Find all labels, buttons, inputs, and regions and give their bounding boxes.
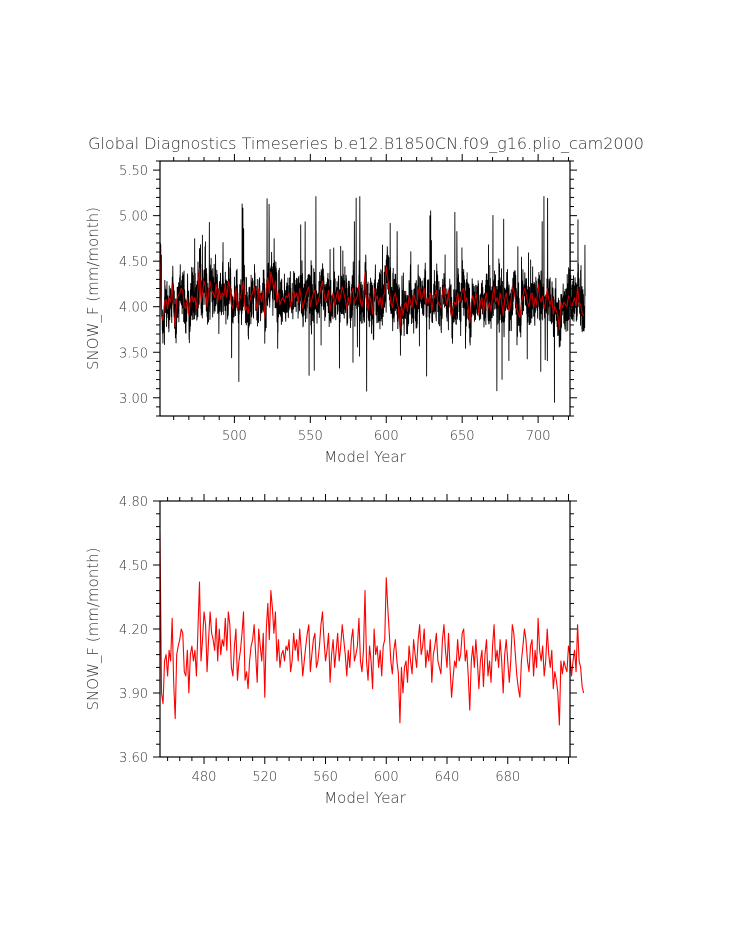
x-axis-label: Model Year [324, 448, 406, 466]
figure-title: Global Diagnostics Timeseries b.e12.B185… [88, 134, 644, 153]
y-tick-label: 5.50 [119, 164, 148, 179]
y-tick-label: 3.90 [119, 687, 148, 702]
y-axis-label: SNOW_F (mm/month) [84, 548, 102, 711]
x-axis-label: Model Year [324, 789, 406, 807]
plot-frame [159, 500, 571, 758]
series-line-0 [159, 532, 585, 726]
x-tick-label: 650 [450, 429, 475, 444]
y-axis-label: SNOW_F (mm/month) [84, 207, 102, 370]
x-tick-label: 680 [495, 770, 520, 785]
x-tick-label: 600 [374, 429, 399, 444]
y-tick-label: 3.00 [119, 392, 148, 407]
y-tick-label: 4.80 [119, 495, 148, 510]
y-tick-label: 4.50 [119, 559, 148, 574]
y-tick-label: 3.60 [119, 751, 148, 766]
y-tick-label: 4.20 [119, 623, 148, 638]
y-tick-label: 3.50 [119, 346, 148, 361]
x-tick-label: 550 [298, 429, 323, 444]
x-tick-label: 640 [435, 770, 460, 785]
y-tick-label: 4.50 [119, 255, 148, 270]
x-tick-label: 700 [526, 429, 551, 444]
x-tick-label: 600 [374, 770, 399, 785]
x-tick-label: 500 [222, 429, 247, 444]
y-tick-label: 5.00 [119, 210, 148, 225]
y-tick-label: 4.00 [119, 301, 148, 316]
series-line-0 [159, 196, 586, 403]
panel-bottom-chart: 480 520 560 600 640 680 3.60 3.90 4.20 4.50 4.80 Mo… [84, 494, 585, 807]
x-tick-label: 520 [252, 770, 277, 785]
panel-top-chart: 500 550 600 650 700 3.00 3.50 4.00 4.50 5.00 5.50 M… [84, 154, 586, 466]
x-tick-label: 480 [192, 770, 217, 785]
x-tick-label: 560 [313, 770, 338, 785]
series-line-1 [159, 247, 585, 331]
